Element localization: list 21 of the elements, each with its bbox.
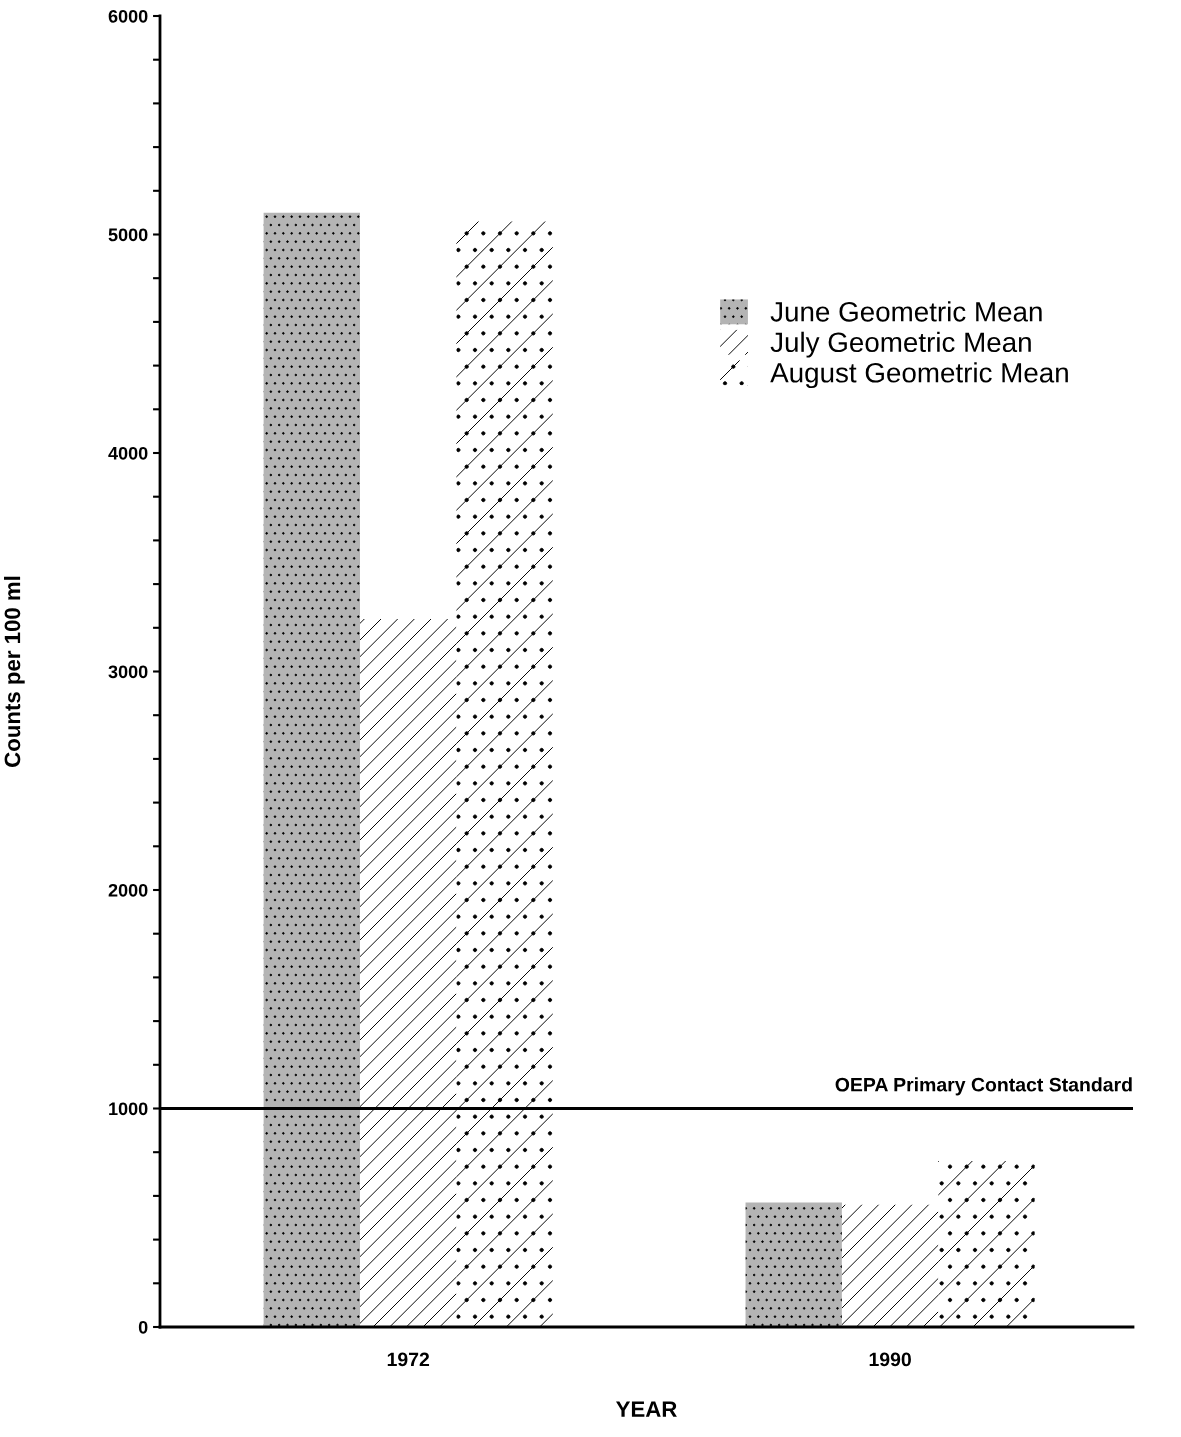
y-axis-title: Counts per 100 ml xyxy=(3,576,25,767)
x-tick-label: 1972 xyxy=(387,1352,430,1367)
y-tick-label: 4000 xyxy=(108,446,148,460)
bar xyxy=(360,619,457,1327)
y-tick-label: 6000 xyxy=(108,9,148,23)
y-tick-label: 0 xyxy=(138,1320,148,1334)
legend-label: July Geometric Mean xyxy=(770,331,1031,358)
y-tick-label: 2000 xyxy=(108,883,148,897)
bar xyxy=(841,1204,939,1327)
bar xyxy=(745,1202,842,1327)
bar xyxy=(456,221,553,1327)
bar xyxy=(938,1160,1035,1327)
y-tick-label: 5000 xyxy=(108,228,148,242)
y-tick-label: 3000 xyxy=(108,665,148,679)
bar xyxy=(263,212,360,1327)
x-axis-title: YEAR xyxy=(616,1401,677,1417)
legend-label: June Geometric Mean xyxy=(770,301,1042,322)
ref-line-label: OEPA Primary Contact Standard xyxy=(835,1077,1132,1096)
y-tick-label: 1000 xyxy=(109,1102,148,1116)
legend-label: August Geometric Mean xyxy=(770,362,1068,389)
x-tick-label: 1990 xyxy=(869,1352,911,1367)
